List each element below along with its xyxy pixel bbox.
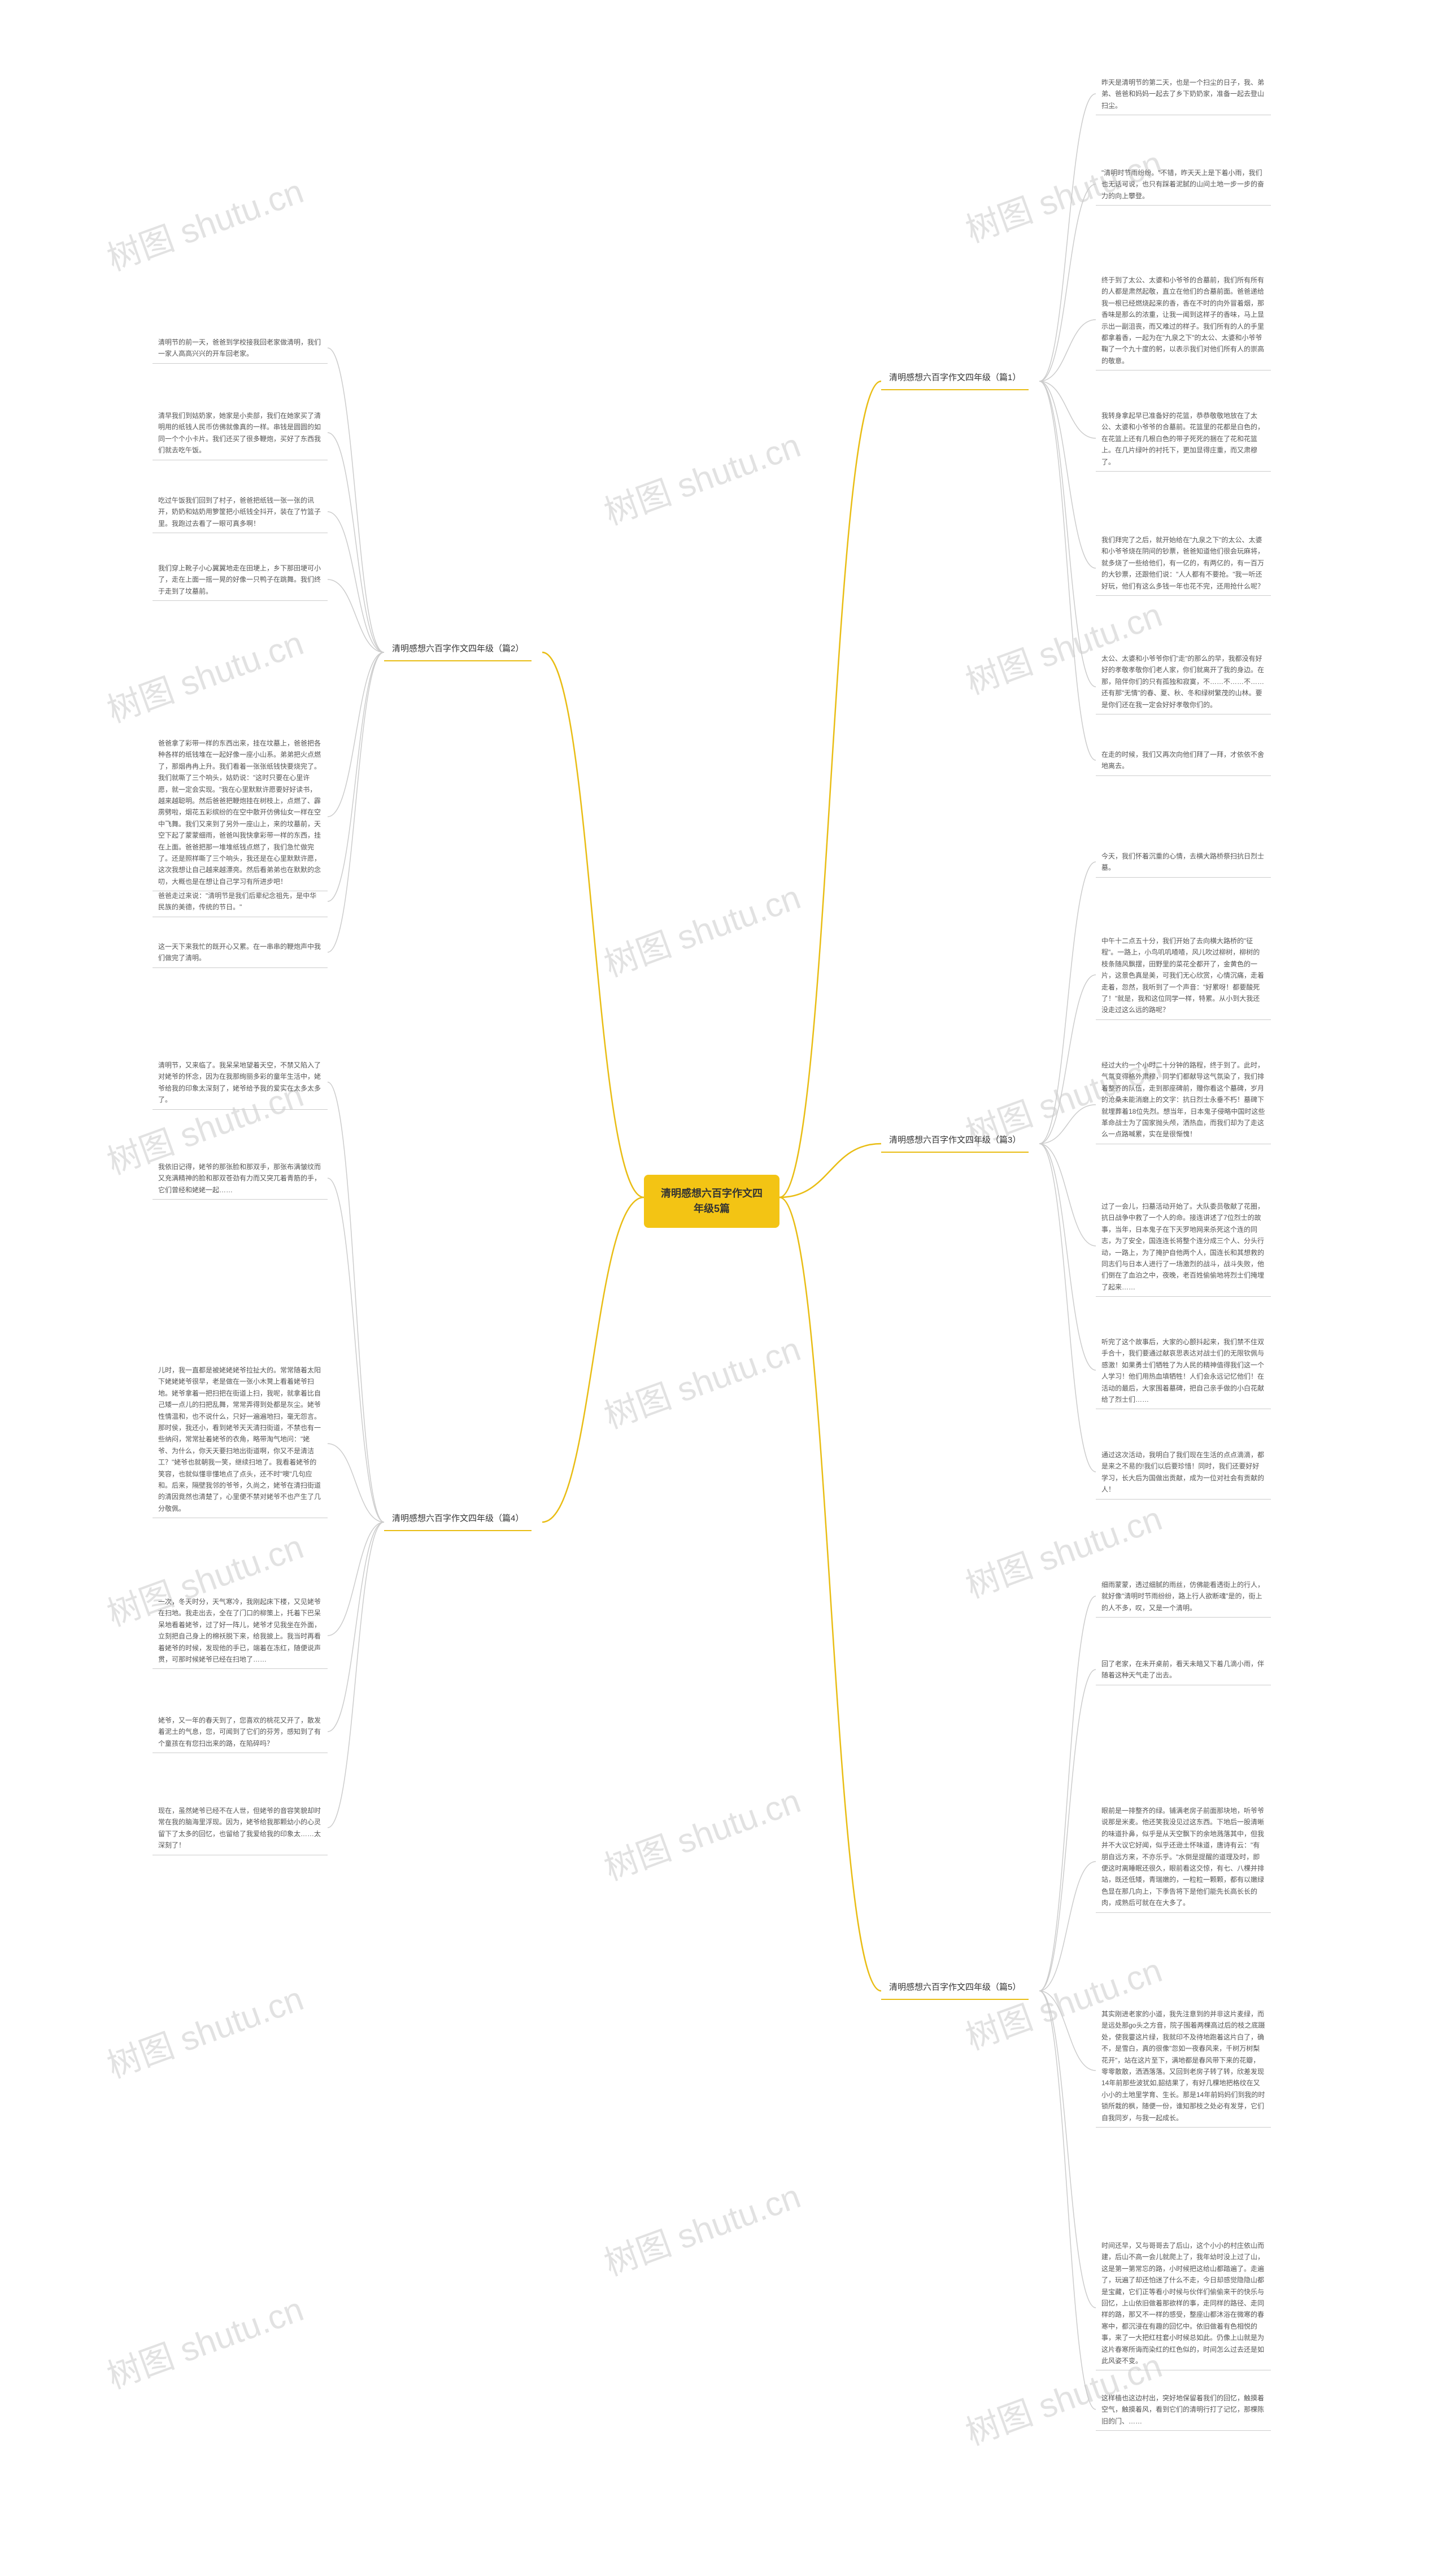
leaf-node[interactable]: 这样樯也这边村出，突好地保留着我们的回忆，触摸着空气，触摸着风，看到它们的清明行… — [1096, 2389, 1271, 2431]
leaf-node[interactable]: 爸爸拿了彩带一样的东西出来，挂在坟墓上，爸爸把各种各样的纸钱堆在一起好像一座小山… — [153, 734, 328, 891]
leaf-node[interactable]: 通过这次活动，我明白了我们现在生活的点点滴滴，都是来之不易的!我们以后要珍惜！同… — [1096, 1446, 1271, 1500]
branch-node-b5[interactable]: 清明感想六百字作文四年级（篇5） — [881, 1977, 1029, 2000]
leaf-node[interactable]: 过了一会儿，扫墓活动开始了。大队委员敬献了花圈，抗日战争中救了一个人的命。接连讲… — [1096, 1197, 1271, 1297]
leaf-node[interactable]: 回了老家，在未开桌前，看天未暗又下着几滴小雨，伴随着这种天气走了出去。 — [1096, 1655, 1271, 1685]
leaf-node[interactable]: 其实刚进老家的小道，我先注意到的并非这片麦绿，而是远处那go头之方音，院子围着两… — [1096, 2005, 1271, 2128]
leaf-node[interactable]: 我依旧记得，姥爷的那张脸和那双手，那张布满皱纹而又充满精神的脸和那双苍劲有力而又… — [153, 1158, 328, 1200]
leaf-node[interactable]: 我们拜完了之后，就开始给在"九泉之下"的太公、太婆和小爷爷烧在阴间的钞票，爸爸知… — [1096, 531, 1271, 596]
leaf-node[interactable]: 今天，我们怀着沉重的心情，去横大路桥祭扫抗日烈士墓。 — [1096, 847, 1271, 878]
leaf-node[interactable]: 这一天下来我忙的既开心又累。在一串串的鞭炮声中我们做完了清明。 — [153, 938, 328, 968]
leaf-node[interactable]: 中午十二点五十分，我们开始了去向横大路桥的"征程"。一路上，小鸟叽叽喳喳，风儿吹… — [1096, 932, 1271, 1020]
watermark: 树图 shutu.cn — [99, 616, 309, 732]
leaf-node[interactable]: 一次，冬天时分，天气寒冷，我刚起床下楼，又见姥爷在扫地。我走出去，全在了门口的柳… — [153, 1593, 328, 1669]
branch-node-b4[interactable]: 清明感想六百字作文四年级（篇4） — [384, 1508, 532, 1531]
leaf-node[interactable]: "清明时节雨纷纷。"不错，昨天天上是下着小雨，我们也无话可说，也只有踩着泥腻的山… — [1096, 164, 1271, 206]
watermark: 树图 shutu.cn — [596, 2169, 806, 2285]
leaf-node[interactable]: 爸爸走过来说："清明节是我们后辈纪念祖先，是中华民族的美德，传统的节日。" — [153, 887, 328, 917]
leaf-node[interactable]: 我们穿上靴子小心翼翼地走在田埂上，乡下那田埂可小了，走在上面一摇一晃的好像一只鸭… — [153, 559, 328, 601]
leaf-node[interactable]: 清明节，又来临了。我呆呆地望着天空，不禁又陷入了对姥爷的怀念，因为在我那绚丽多彩… — [153, 1056, 328, 1110]
leaf-node[interactable]: 时间还早，又与哥哥去了后山，这个小小的村庄依山而建，后山不高一会儿就爬上了，我年… — [1096, 2237, 1271, 2370]
leaf-node[interactable]: 清明节的前一天，爸爸到学校接我回老家做清明，我们一家人高高兴兴的开车回老家。 — [153, 333, 328, 364]
watermark: 树图 shutu.cn — [596, 1773, 806, 1890]
leaf-node[interactable]: 眼前是一排整齐的绿。铺满老房子前面那块地，听爷爷说那是米麦。他还笑我没见过这东西… — [1096, 1802, 1271, 1913]
watermark: 树图 shutu.cn — [596, 418, 806, 534]
leaf-node[interactable]: 吃过午饭我们回到了村子，爸爸把纸钱一张一张的讯开，奶奶和姑奶用箩筐把小纸钱全抖开… — [153, 491, 328, 533]
leaf-node[interactable]: 细雨蒙蒙，透过细腻的雨丝，仿佛能看透街上的行人，就好像"清明时节雨纷纷，路上行人… — [1096, 1576, 1271, 1618]
leaf-node[interactable]: 我转身拿起早已准备好的花篮，恭恭敬敬地放在了太公、太婆和小爷爷的合墓前。花篮里的… — [1096, 407, 1271, 472]
leaf-node[interactable]: 经过大约一个小时二十分钟的路程，终于到了。此时，气氛变得格外肃穆，同学们都献导这… — [1096, 1056, 1271, 1144]
watermark: 树图 shutu.cn — [99, 2282, 309, 2398]
watermark: 树图 shutu.cn — [596, 870, 806, 986]
leaf-node[interactable]: 听完了这个故事后，大家的心颤抖起来，我们禁不住双手合十，我们要通过献哀思表达对战… — [1096, 1333, 1271, 1409]
branch-node-b3[interactable]: 清明感想六百字作文四年级（篇3） — [881, 1130, 1029, 1153]
leaf-node[interactable]: 清早我们到姑奶家，她家是小卖部，我们在她家买了清明用的纸钱人民币仿佛就像真的一样… — [153, 407, 328, 460]
leaf-node[interactable]: 太公、太婆和小爷爷你们"走"的那么的早，我都没有好好的孝敬孝敬你们老人家，你们就… — [1096, 650, 1271, 714]
center-topic[interactable]: 清明感想六百字作文四年级5篇 — [644, 1175, 779, 1228]
branch-node-b1[interactable]: 清明感想六百字作文四年级（篇1） — [881, 367, 1029, 390]
leaf-node[interactable]: 儿时，我一直都是被姥姥姥爷拉扯大的。常常随着太阳下姥姥姥爷很早，老是做在一张小木… — [153, 1361, 328, 1518]
branch-node-b2[interactable]: 清明感想六百字作文四年级（篇2） — [384, 638, 532, 661]
leaf-node[interactable]: 昨天是清明节的第二天，也是一个扫尘的日子，我、弟弟、爸爸和妈妈一起去了乡下奶奶家… — [1096, 73, 1271, 115]
leaf-node[interactable]: 在走的时候，我们又再次向他们拜了一拜，才依依不舍地离去。 — [1096, 746, 1271, 776]
leaf-node[interactable]: 姥爷，又一年的春天到了，您喜欢的桃花又开了，散发着泥土的气息，您，可闻到了它们的… — [153, 1711, 328, 1753]
leaf-node[interactable]: 终于到了太公、太婆和小爷爷的合墓前，我们所有所有的人都是肃然起敬，直立在他们的合… — [1096, 271, 1271, 371]
leaf-node[interactable]: 现在，虽然姥爷已经不在人世，但姥爷的音容笑貌却时常在我的脑海里浮现。因为，姥爷给… — [153, 1802, 328, 1855]
watermark: 树图 shutu.cn — [99, 1971, 309, 2087]
watermark: 树图 shutu.cn — [596, 1322, 806, 1438]
watermark: 树图 shutu.cn — [99, 164, 309, 280]
